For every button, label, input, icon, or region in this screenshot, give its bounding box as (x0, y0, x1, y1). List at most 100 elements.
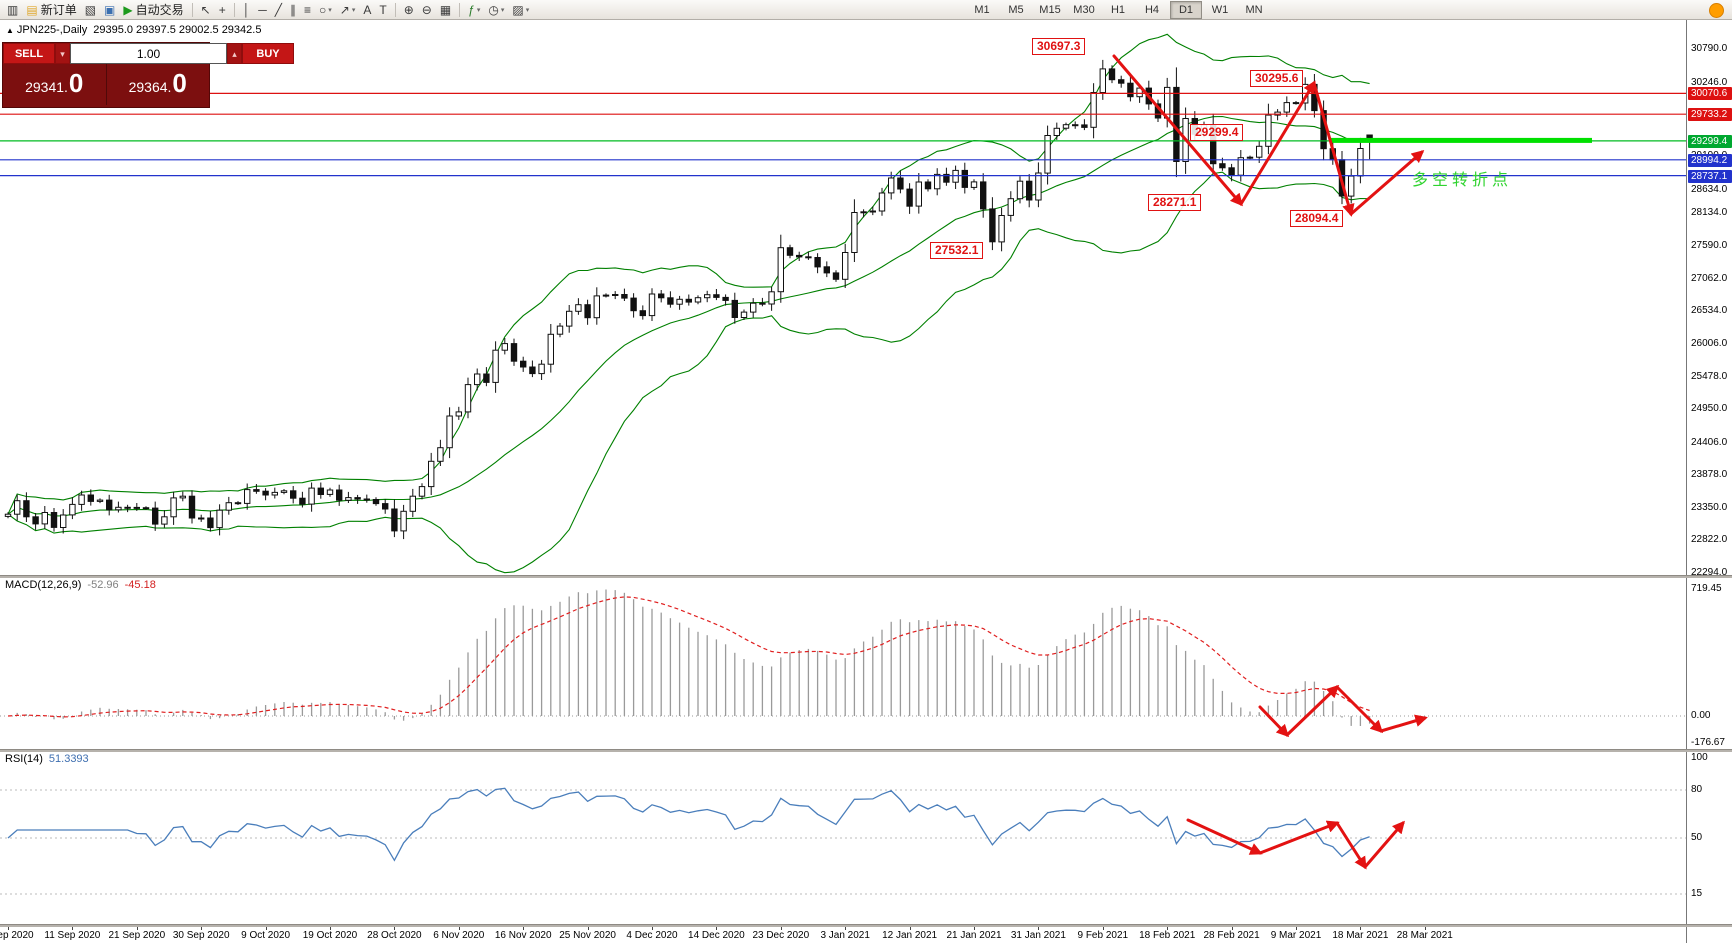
price-annotation[interactable]: 27532.1 (930, 242, 984, 259)
date-label: 3 Jan 2021 (820, 930, 870, 941)
vertical-line-icon: │ (242, 2, 251, 17)
tile-windows-icon[interactable]: ▦ (437, 1, 454, 18)
timeframe-w1[interactable]: W1 (1211, 4, 1229, 16)
equidistant-channel-icon: ∥ (289, 2, 296, 17)
price-axis[interactable]: 30790.030246.029190.028634.028134.027590… (1686, 20, 1732, 943)
rsi-indicator (0, 787, 1686, 895)
price-axis-label: 24406.0 (1691, 437, 1728, 448)
trendline-icon[interactable]: ╱ (272, 1, 285, 18)
time-tick (780, 926, 782, 930)
sell-price[interactable]: 29341. 0 (25, 68, 84, 98)
macd-axis-label: -176.67 (1691, 737, 1725, 748)
date-label: 21 Sep 2020 (108, 930, 166, 941)
text-icon[interactable]: A (360, 1, 374, 18)
indicators-icon: ƒ (468, 2, 475, 17)
one-click-row: SELL ▾ ▴ BUY (3, 43, 294, 64)
date-label: 12 Jan 2021 (882, 930, 938, 941)
price-annotation[interactable]: 30697.3 (1032, 38, 1086, 55)
profiles-icon[interactable]: ▧ (82, 1, 99, 18)
fibonacci-icon[interactable]: ≡ (301, 1, 314, 18)
new-order-button[interactable]: ▤ 新订单 (23, 1, 79, 18)
price-annotation[interactable]: 28094.4 (1290, 210, 1344, 227)
price-chart-pane[interactable]: ▲ JPN225-,Daily 29395.0 29397.5 29002.5 29… (0, 20, 1686, 575)
toolbar-separator (191, 2, 193, 17)
time-tick (136, 926, 138, 930)
price-axis-label: 26006.0 (1691, 338, 1728, 349)
windows-cascade-icon[interactable]: ▣ (101, 1, 118, 18)
macd-label: MACD(12,26,9) -52.96 -45.18 (5, 579, 156, 591)
date-label: 9 Oct 2020 (241, 930, 291, 941)
price-axis-label: 22822.0 (1691, 534, 1728, 545)
turning-point-note[interactable]: 多空转折点 (1412, 172, 1513, 189)
cursor-icon: ↖ (200, 2, 211, 17)
volume-input[interactable] (70, 43, 227, 64)
tile-windows-icon: ▦ (439, 2, 452, 17)
arrows-icon[interactable]: ↗ ▾ (337, 1, 359, 18)
price-axis-label: 23350.0 (1691, 502, 1728, 513)
price-line-tag: 28737.1 (1688, 170, 1732, 183)
chart-symbol-icon: ▲ (6, 26, 14, 35)
timeframe-d1[interactable]: D1 (1170, 1, 1202, 19)
periods-icon[interactable]: ◷ ▾ (485, 1, 507, 18)
windows-cascade-icon: ▣ (104, 2, 116, 17)
price-line-tag: 29299.4 (1688, 135, 1732, 148)
price-axis-label: 30790.0 (1691, 43, 1728, 54)
zoom-out-icon[interactable]: ⊖ (419, 1, 435, 18)
macd-main-value: -52.96 (87, 579, 119, 591)
text-label-icon: T (379, 2, 387, 17)
templates-icon[interactable]: ▨ ▾ (509, 1, 532, 18)
pane-separator[interactable] (0, 575, 1732, 578)
text-label-icon[interactable]: T (376, 1, 389, 18)
price-axis-label: 28134.0 (1691, 207, 1728, 218)
date-label: 4 Dec 2020 (626, 930, 678, 941)
timeframe-m5[interactable]: M5 (1008, 4, 1024, 16)
date-label: 19 Oct 2020 (302, 930, 358, 941)
price-annotation[interactable]: 29299.4 (1190, 124, 1244, 141)
buy-button[interactable]: BUY (242, 43, 294, 64)
timeframe-m30[interactable]: M30 (1073, 4, 1095, 16)
trendline-icon: ╱ (274, 2, 282, 17)
time-axis[interactable]: 2 Sep 2020 11 Sep 2020 21 Sep 2020 30 Sep 2… (0, 926, 1686, 943)
macd-indicator (0, 589, 1686, 738)
notification-icon[interactable] (1709, 3, 1724, 18)
price-line-tag: 29733.2 (1688, 108, 1732, 121)
autotrading-button[interactable]: ▶ 自动交易 (120, 1, 186, 18)
time-tick (1102, 926, 1104, 930)
horizontal-line-icon[interactable]: ─ (255, 1, 270, 18)
volume-increase-button[interactable]: ▴ (227, 43, 242, 64)
date-label: 21 Jan 2021 (946, 930, 1002, 941)
candlestick-chart[interactable] (0, 20, 1686, 575)
rsi-pane[interactable]: RSI(14) 51.3393 (0, 751, 1686, 925)
zoom-in-icon[interactable]: ⊕ (401, 1, 417, 18)
date-label: 28 Feb 2021 (1203, 930, 1260, 941)
macd-pane[interactable]: MACD(12,26,9) -52.96 -45.18 (0, 577, 1686, 749)
toolbar-items: ▥ ▤ 新订单 ▧ ▣ ▶ 自动交易 ↖ + │ ─ ╱ ∥ ≡ ○ ▾ ↗ ▾ A T ⊕ ⊖ ▦ ƒ ▾ ◷ ▾ ▨ ▾ (3, 1, 533, 18)
price-axis-label: 28634.0 (1691, 184, 1728, 195)
date-label: 28 Mar 2021 (1396, 930, 1453, 941)
pane-separator[interactable] (0, 749, 1732, 752)
date-label: 16 Nov 2020 (494, 930, 552, 941)
time-tick (716, 926, 718, 930)
shapes-icon[interactable]: ○ ▾ (316, 1, 335, 18)
buy-price[interactable]: 29364. 0 (105, 64, 210, 105)
price-line-tag: 30070.6 (1688, 87, 1732, 100)
sell-button[interactable]: SELL (3, 43, 55, 64)
rsi-axis-label: 50 (1691, 832, 1703, 843)
timeframe-h4[interactable]: H4 (1144, 4, 1160, 16)
vertical-line-icon[interactable]: │ (240, 1, 254, 18)
new-order-button-label: 新订单 (40, 3, 77, 17)
equidistant-channel-icon[interactable]: ∥ (287, 1, 299, 18)
fibonacci-icon: ≡ (303, 2, 311, 17)
indicators-icon[interactable]: ƒ ▾ (465, 1, 483, 18)
timeframe-mn[interactable]: MN (1245, 4, 1263, 16)
price-annotation[interactable]: 28271.1 (1148, 194, 1202, 211)
crosshair-icon[interactable]: + (216, 1, 229, 18)
chart-window-icon[interactable]: ▥ (4, 1, 21, 18)
timeframe-h1[interactable]: H1 (1110, 4, 1126, 16)
time-tick (1296, 926, 1297, 930)
cursor-icon[interactable]: ↖ (198, 1, 214, 18)
volume-decrease-button[interactable]: ▾ (55, 43, 70, 64)
price-annotation[interactable]: 30295.6 (1250, 70, 1304, 87)
timeframe-m15[interactable]: M15 (1039, 4, 1061, 16)
timeframe-m1[interactable]: M1 (974, 4, 990, 16)
